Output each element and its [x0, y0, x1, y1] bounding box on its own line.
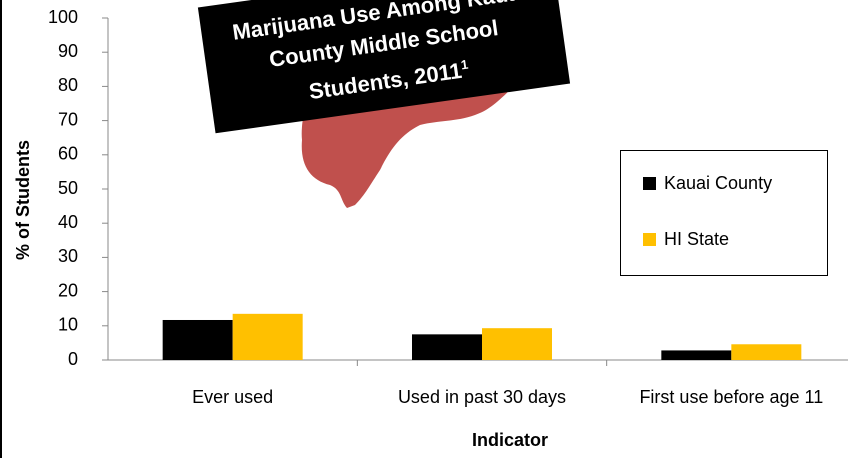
legend-item: HI State [643, 229, 729, 250]
y-axis-title: % of Students [13, 140, 33, 260]
y-tick-label: 90 [58, 41, 78, 61]
bar [162, 319, 233, 360]
y-tick-label: 30 [58, 246, 78, 266]
x-tick-label: Ever used [192, 387, 274, 407]
y-tick-label: 50 [58, 178, 78, 198]
y-tick-label: 20 [58, 280, 78, 300]
legend: Kauai County HI State [620, 150, 828, 276]
x-tick-label: Used in past 30 days [397, 387, 567, 407]
bar [731, 344, 802, 360]
y-tick-label: 10 [58, 315, 78, 335]
y-tick-label: 60 [58, 144, 78, 164]
y-tick-label: 80 [58, 75, 78, 95]
legend-swatch [643, 177, 656, 190]
y-tick-label: 100 [48, 7, 78, 27]
title-footnote: 1 [459, 56, 470, 73]
bar [412, 334, 482, 360]
legend-item: Kauai County [643, 173, 772, 194]
bar [482, 328, 552, 360]
y-tick-label: 40 [58, 212, 78, 232]
x-axis-title: Indicator [471, 430, 548, 450]
y-tick-label: 70 [58, 109, 78, 129]
bar [232, 313, 303, 360]
legend-label: Kauai County [664, 173, 773, 193]
legend-label: HI State [664, 229, 730, 249]
legend-swatch [643, 233, 656, 246]
y-tick-label: 0 [68, 349, 78, 369]
x-tick-label: First use before age 11 [639, 387, 824, 407]
bar [661, 350, 732, 360]
title-text: Marijuana Use Among Kauai County Middle … [230, 0, 528, 105]
